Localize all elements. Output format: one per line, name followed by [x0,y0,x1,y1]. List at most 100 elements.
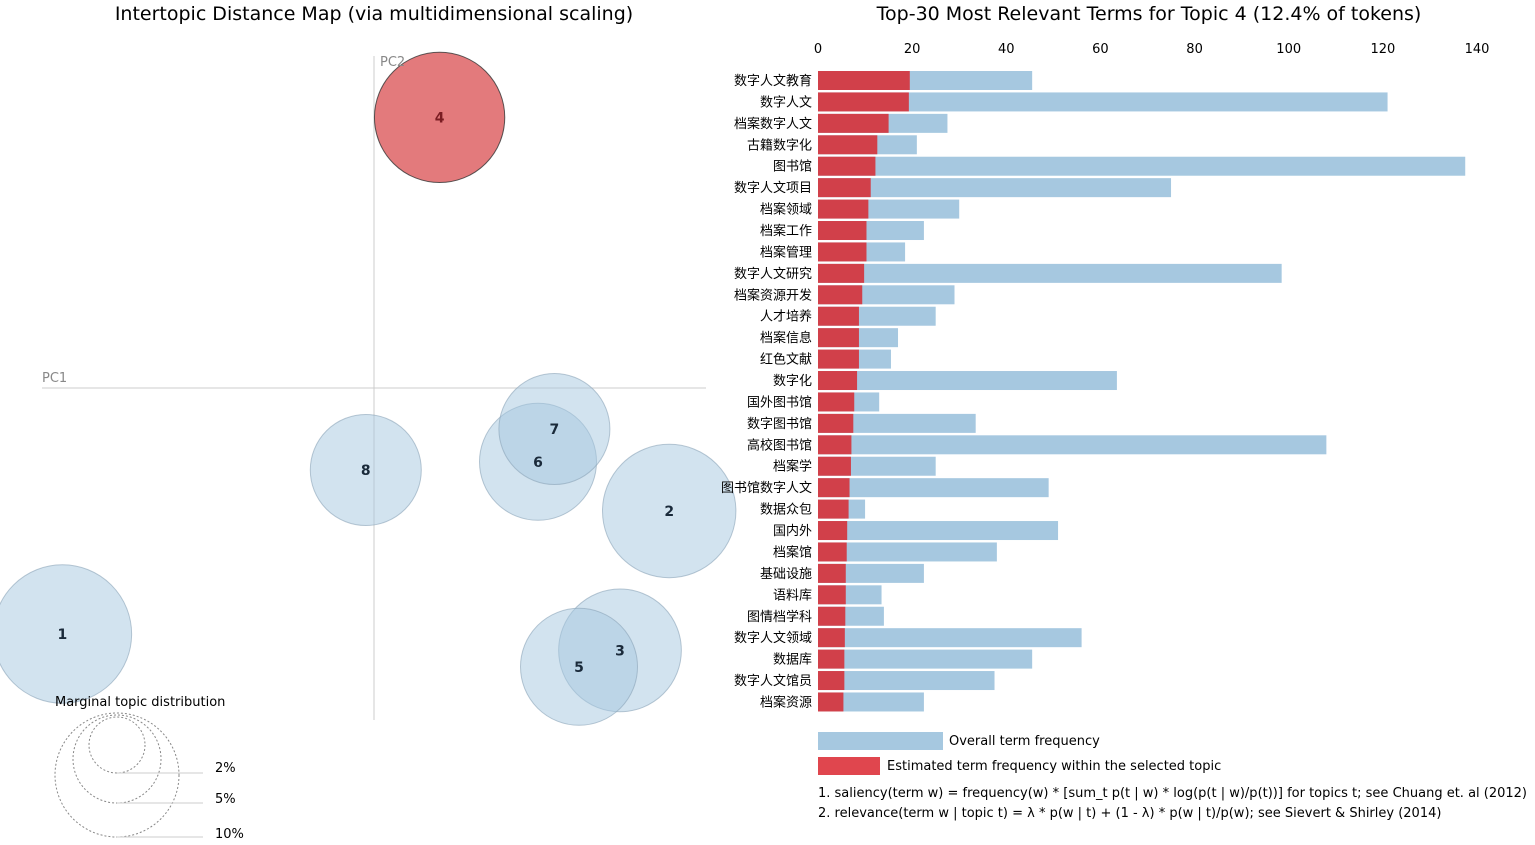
topic-label-6[interactable]: 6 [533,455,543,471]
term-label-16[interactable]: 数字图书馆 [747,417,812,432]
term-label-3[interactable]: 古籍数字化 [747,137,812,153]
topic-circle-4[interactable] [373,51,506,184]
estimated-bar-27 [818,649,845,669]
term-label-5[interactable]: 数字人文项目 [734,181,812,196]
term-label-1[interactable]: 数字人文 [760,95,812,110]
term-label-17[interactable]: 高校图书馆 [747,437,812,453]
marginal-title: Marginal topic distribution [55,695,225,710]
legend-overall-label: Overall term frequency [949,734,1100,749]
topic-circle-2[interactable] [601,443,737,579]
estimated-bar-16 [818,413,854,433]
estimated-bar-28 [818,671,845,691]
estimated-bar-3 [818,135,878,155]
topic-label-7[interactable]: 7 [550,422,560,438]
overall-bar-29 [818,692,924,712]
marginal-circle-2 [88,716,146,774]
term-label-10[interactable]: 档案资源开发 [734,287,812,303]
overall-bar-19 [818,478,1049,498]
term-label-11[interactable]: 人才培养 [760,309,812,325]
term-label-20[interactable]: 数据众包 [760,503,812,518]
term-label-26[interactable]: 数字人文领域 [734,631,812,646]
term-label-29[interactable]: 档案资源 [760,695,812,710]
legend-estimated-swatch [818,757,880,775]
term-label-13[interactable]: 红色文献 [760,352,812,368]
term-label-22[interactable]: 档案馆 [773,545,812,560]
topic-circle-1[interactable] [0,564,133,704]
estimated-bar-5 [818,178,871,198]
topic-label-8[interactable]: 8 [361,463,371,479]
marginal-label-2: 2% [215,761,236,776]
x-tick-label-60: 60 [1092,42,1109,57]
estimated-bar-17 [818,435,852,455]
topic-label-1[interactable]: 1 [58,627,68,643]
topic-circle-7[interactable] [498,373,611,485]
marginal-label-5: 5% [215,792,236,807]
estimated-bar-0 [818,71,910,90]
topic-label-2[interactable]: 2 [664,504,674,520]
estimated-bar-15 [818,392,855,412]
footnote-relevance: 2. relevance(term w | topic t) = λ * p(w… [818,806,1441,821]
term-label-27[interactable]: 数据库 [773,652,812,668]
estimated-bar-12 [818,328,859,348]
overall-bar-27 [818,649,1033,669]
term-label-8[interactable]: 档案管理 [760,245,812,260]
term-label-7[interactable]: 档案工作 [760,224,812,239]
term-label-19[interactable]: 图书馆数字人文 [721,481,812,496]
term-bars [818,71,1466,712]
estimated-bar-1 [818,92,909,112]
topic-circle-8[interactable] [309,414,422,526]
x-tick-label-40: 40 [998,42,1015,57]
estimated-bar-22 [818,542,847,562]
topic-label-3[interactable]: 3 [615,643,625,659]
estimated-bar-24 [818,585,846,605]
term-label-25[interactable]: 图情档学科 [747,609,812,625]
estimated-bar-9 [818,263,865,283]
term-label-18[interactable]: 档案学 [773,459,812,475]
term-label-14[interactable]: 数字化 [773,374,812,389]
left-title: Intertopic Distance Map (via multidimens… [115,3,633,25]
estimated-bar-23 [818,563,846,583]
overall-bar-26 [818,628,1082,648]
estimated-bar-2 [818,113,889,133]
term-label-28[interactable]: 数字人文馆员 [734,674,812,689]
estimated-bar-8 [818,242,867,262]
topic-label-5[interactable]: 5 [574,660,584,676]
estimated-bar-21 [818,521,848,541]
overall-bar-4 [818,156,1466,176]
estimated-bar-20 [818,499,849,519]
estimated-bar-4 [818,156,876,176]
bar-x-axis: 0 20 40 60 80 100 120 140 [814,42,1490,57]
estimated-bar-29 [818,692,844,712]
term-label-15[interactable]: 国外图书馆 [747,395,812,410]
x-tick-label-0: 0 [814,42,822,57]
term-label-23[interactable]: 基础设施 [760,567,812,582]
estimated-bar-6 [818,199,869,219]
overall-bar-22 [818,542,997,562]
overall-bar-14 [818,371,1117,391]
overall-bar-1 [818,92,1388,112]
term-label-9[interactable]: 数字人文研究 [734,267,812,282]
term-label-12[interactable]: 档案信息 [760,330,812,346]
topic-circle-5[interactable] [519,607,639,726]
term-label-6[interactable]: 档案领域 [760,203,812,218]
marginal-circle-10 [54,712,180,838]
overall-bar-5 [818,178,1172,198]
term-label-0[interactable]: 数字人文教育 [734,73,812,89]
term-label-21[interactable]: 国内外 [773,523,812,539]
overall-bar-17 [818,435,1327,455]
estimated-bar-11 [818,306,859,326]
right-title: Top-30 Most Relevant Terms for Topic 4 (… [876,3,1422,25]
topic-label-4[interactable]: 4 [435,110,445,126]
x-tick-label-100: 100 [1276,42,1301,57]
pc2-label: PC2 [380,55,405,70]
footnote-saliency: 1. saliency(term w) = frequency(w) * [su… [818,786,1527,801]
term-label-2[interactable]: 档案数字人文 [734,117,812,132]
term-label-24[interactable]: 语料库 [773,587,812,603]
estimated-bar-26 [818,628,845,648]
estimated-bar-7 [818,221,867,241]
topic-circles: 1 2 3 5 6 7 8 4 [0,51,737,726]
overall-bar-9 [818,263,1282,283]
term-label-4[interactable]: 图书馆 [773,160,812,175]
estimated-bar-25 [818,606,846,626]
